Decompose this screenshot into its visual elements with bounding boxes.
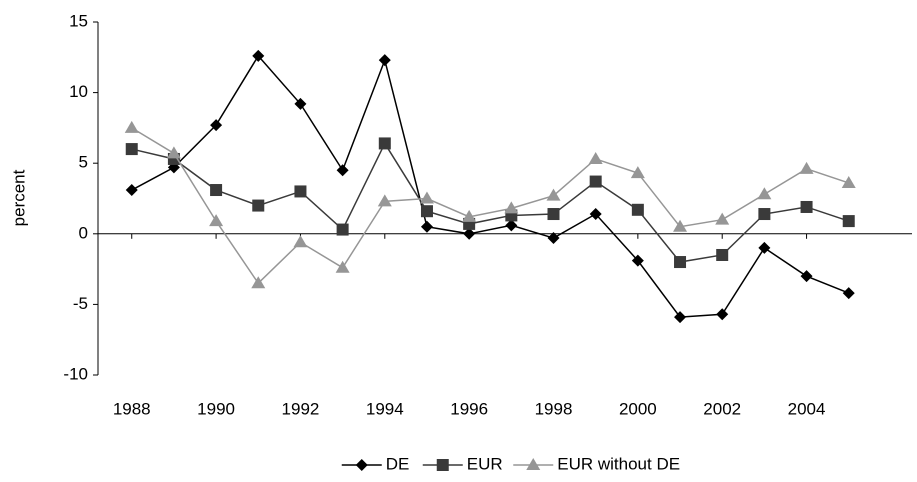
y-tick-label: -5 (73, 294, 88, 313)
x-tick-label: 1998 (535, 399, 573, 418)
y-tick-label: 5 (79, 153, 88, 172)
marker (378, 137, 391, 150)
y-tick-label: 15 (69, 11, 88, 30)
marker (758, 241, 771, 254)
marker (631, 203, 644, 216)
marker (210, 119, 223, 132)
legend-item: EUR (422, 454, 503, 473)
series-line (131, 127, 849, 285)
x-tick-label: 1994 (366, 399, 404, 418)
marker (631, 254, 644, 267)
marker (715, 212, 730, 225)
marker (800, 200, 813, 213)
marker (294, 97, 307, 110)
legend-label: EUR (467, 454, 503, 473)
marker (757, 187, 772, 200)
marker (547, 232, 560, 245)
marker (420, 205, 433, 218)
legend-item: DE (341, 454, 410, 473)
marker (209, 214, 224, 227)
marker (674, 311, 687, 324)
legend-label: EUR without DE (557, 454, 680, 473)
marker (377, 194, 392, 207)
marker (504, 201, 519, 214)
marker (673, 219, 688, 232)
x-tick-label: 2004 (788, 399, 826, 418)
marker (125, 184, 138, 197)
x-tick-label: 1996 (450, 399, 488, 418)
marker (335, 260, 350, 273)
marker (336, 223, 349, 236)
marker (547, 208, 560, 221)
marker (355, 459, 368, 471)
marker (630, 166, 645, 179)
marker (166, 146, 181, 159)
marker (462, 209, 477, 222)
marker (378, 54, 391, 67)
marker (125, 143, 138, 156)
y-tick-label: 0 (79, 223, 88, 242)
x-tick-label: 2000 (619, 399, 657, 418)
marker (336, 164, 349, 177)
marker (716, 308, 729, 321)
marker (436, 459, 449, 471)
legend-item: EUR without DE (513, 454, 680, 473)
x-tick-label: 1992 (282, 399, 320, 418)
marker (546, 188, 561, 201)
marker (674, 256, 687, 269)
x-tick-label: 2002 (703, 399, 741, 418)
marker (800, 270, 813, 283)
marker (252, 199, 265, 212)
marker (251, 276, 266, 289)
x-tick-label: 1990 (197, 399, 235, 418)
marker (799, 161, 814, 174)
y-tick-label: -10 (63, 364, 88, 383)
marker (842, 215, 855, 228)
marker (589, 175, 602, 188)
marker (210, 184, 223, 197)
marker (420, 220, 433, 233)
marker (505, 219, 518, 232)
series-line (131, 54, 850, 318)
marker (293, 235, 308, 248)
y-tick-label: 10 (69, 82, 88, 101)
marker (124, 120, 139, 133)
marker (588, 151, 603, 164)
y-axis-label: percent (9, 169, 28, 226)
marker (526, 458, 541, 470)
marker (463, 227, 476, 240)
marker (716, 248, 729, 261)
marker (842, 287, 855, 300)
marker (294, 185, 307, 198)
marker (758, 208, 771, 221)
marker (841, 175, 856, 188)
series-line (131, 141, 849, 263)
marker (419, 191, 434, 204)
marker (589, 208, 602, 221)
legend-label: DE (386, 454, 410, 473)
x-tick-label: 1988 (113, 399, 151, 418)
marker (252, 49, 265, 62)
